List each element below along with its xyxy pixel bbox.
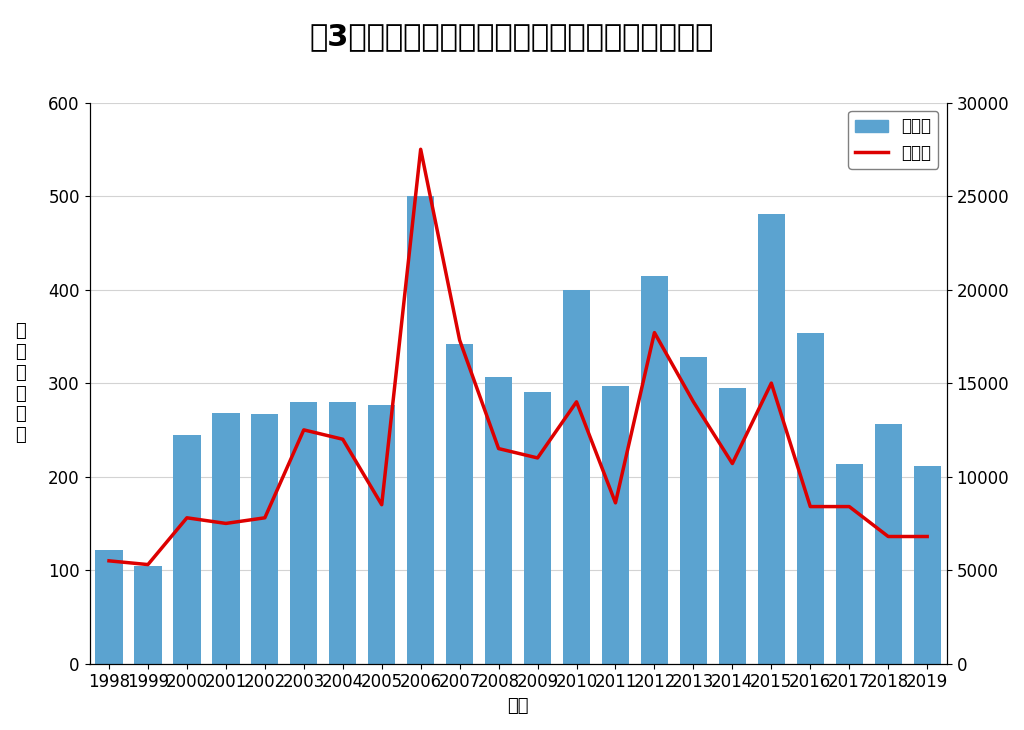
Bar — [290, 402, 317, 664]
Bar — [407, 196, 434, 664]
Text: 図3．ノロウイルスによる集団発生件数と患者数: 図3．ノロウイルスによる集団発生件数と患者数 — [310, 22, 714, 51]
Y-axis label: 事
件
数
（
件
）: 事 件 数 （ 件 ） — [15, 322, 26, 444]
Bar — [913, 466, 941, 664]
Bar — [212, 413, 240, 664]
Bar — [446, 344, 473, 664]
Legend: 事件数, 患者数: 事件数, 患者数 — [848, 111, 938, 169]
Bar — [173, 434, 201, 664]
Bar — [95, 550, 123, 664]
Bar — [719, 388, 746, 664]
Bar — [524, 393, 551, 664]
Bar — [602, 386, 629, 664]
Bar — [680, 357, 707, 664]
Bar — [758, 214, 785, 664]
Bar — [368, 404, 395, 664]
Bar — [251, 414, 279, 664]
Bar — [329, 402, 356, 664]
Bar — [134, 566, 162, 664]
X-axis label: 年次: 年次 — [507, 697, 528, 715]
Bar — [836, 464, 863, 664]
Bar — [563, 290, 590, 664]
Bar — [797, 333, 824, 664]
Bar — [485, 377, 512, 664]
Bar — [641, 275, 668, 664]
Bar — [874, 424, 902, 664]
